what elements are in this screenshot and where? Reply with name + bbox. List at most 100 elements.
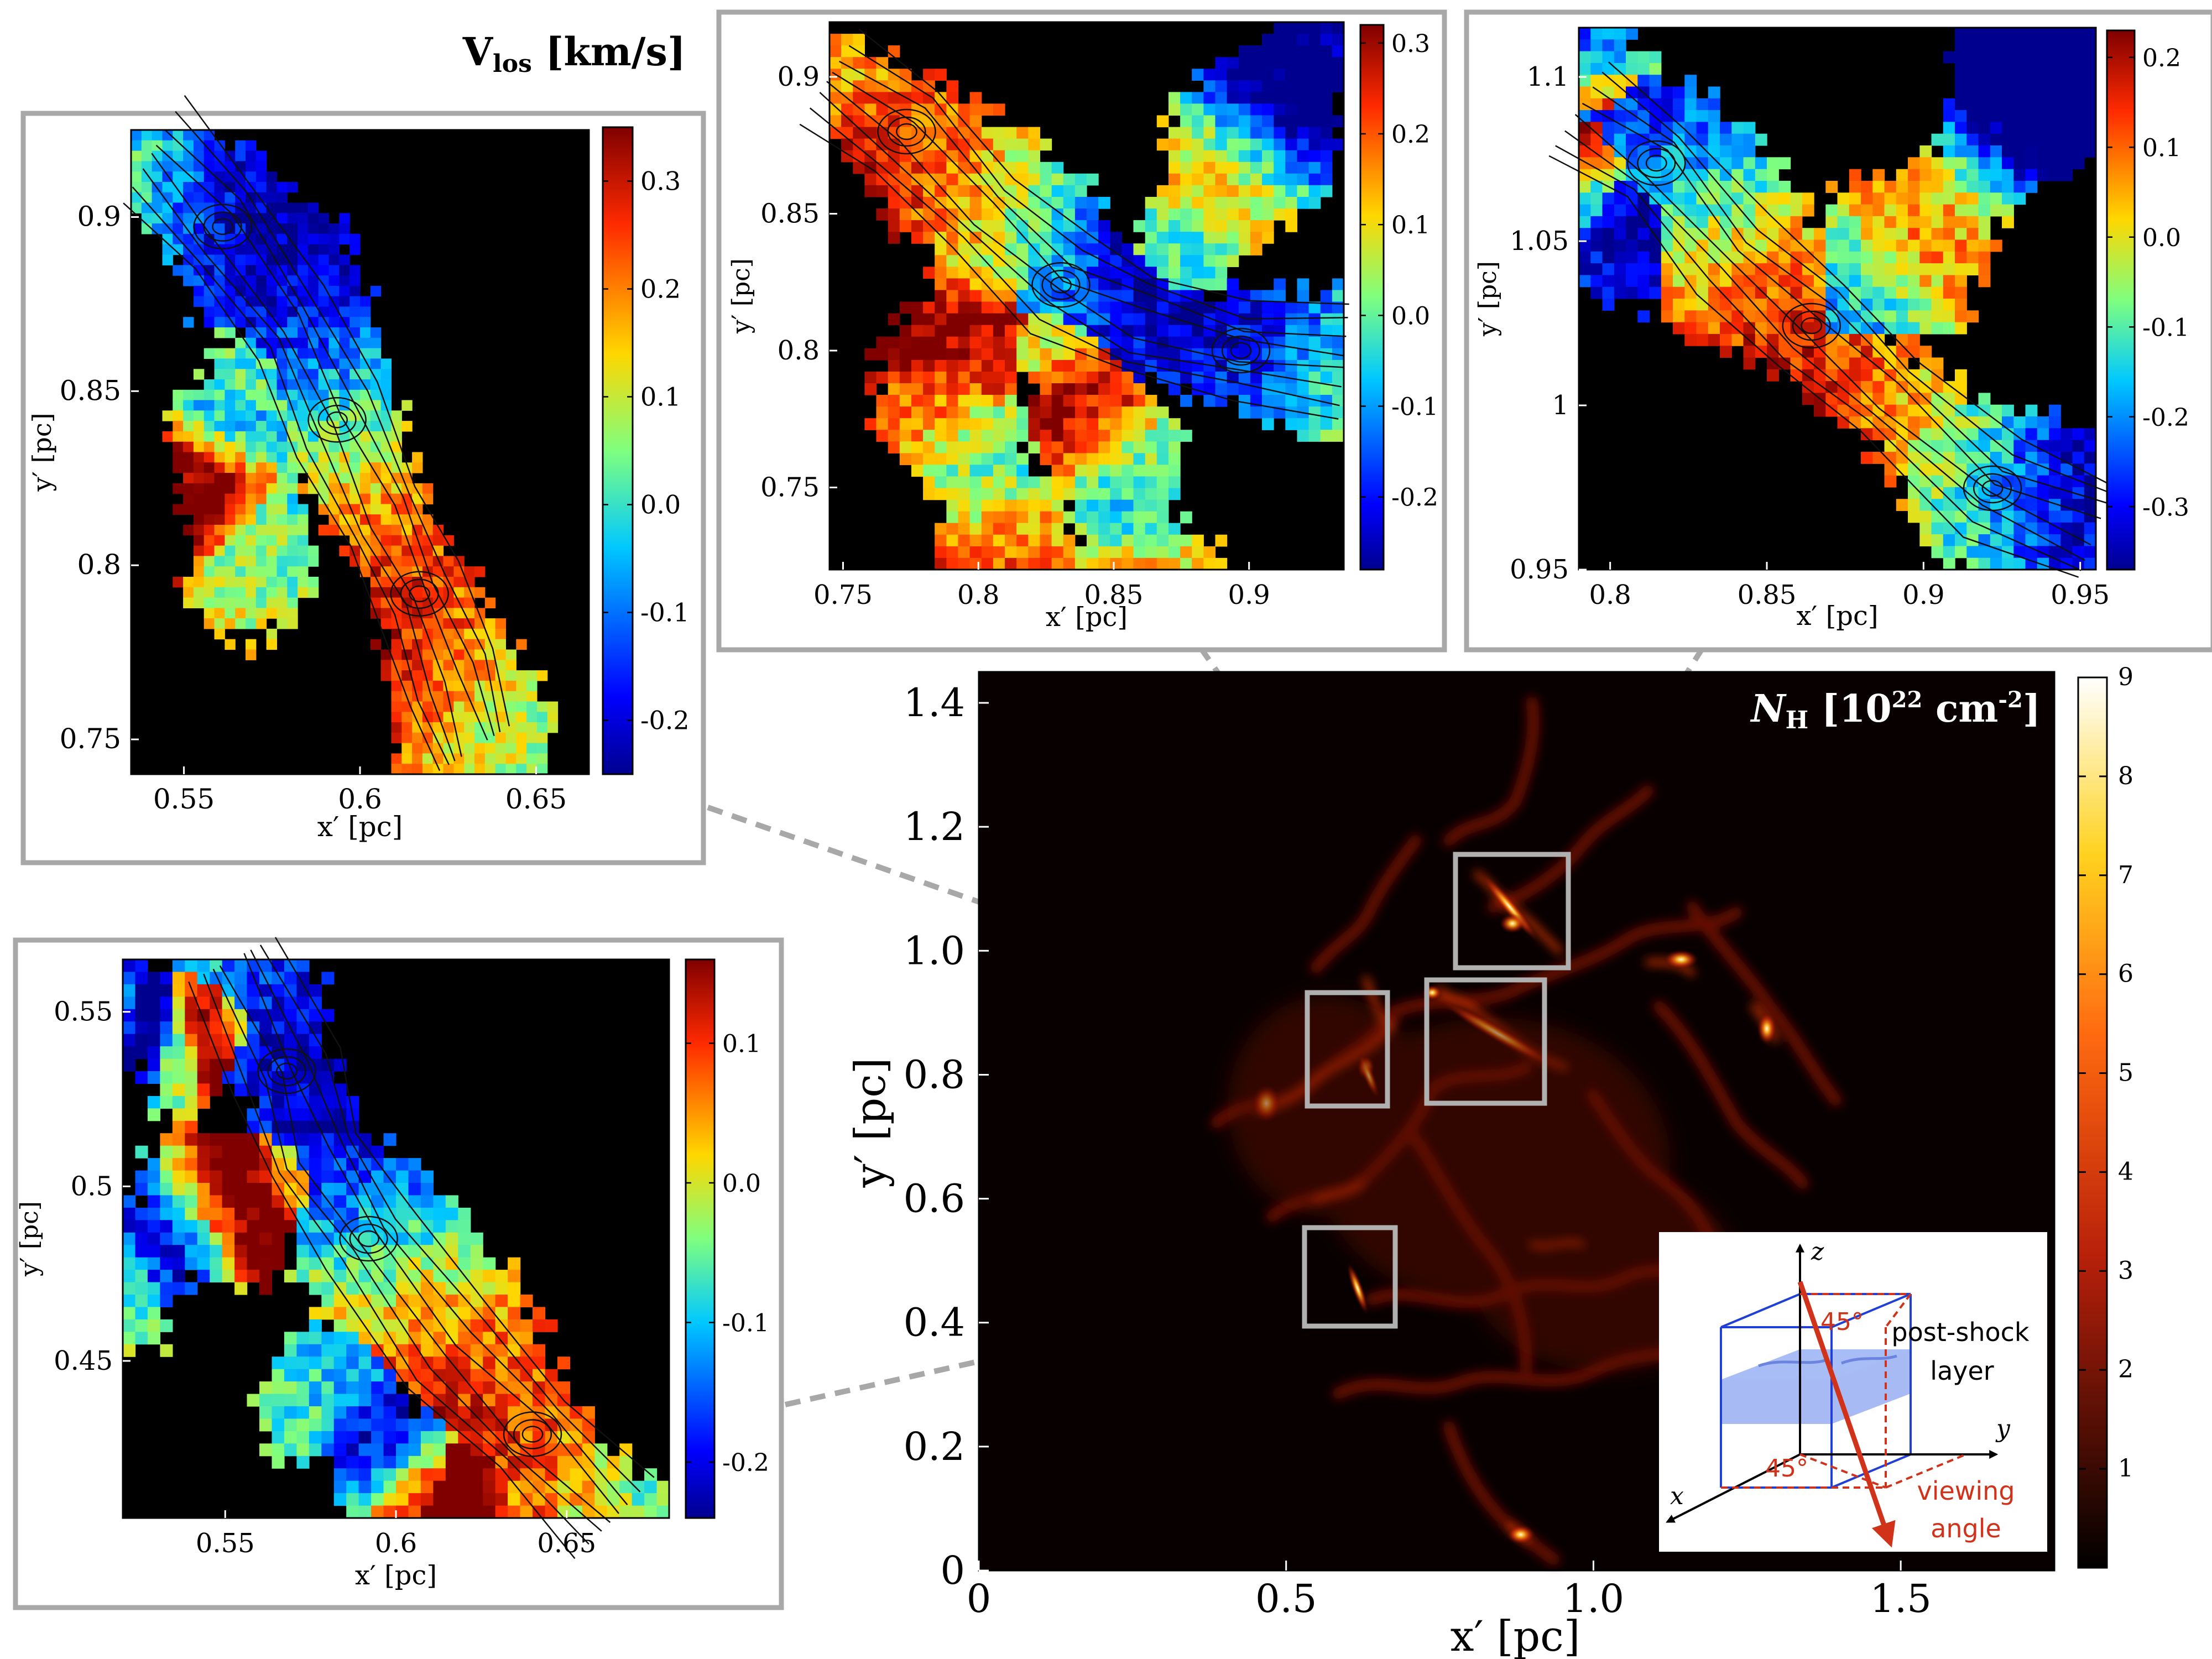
velocity-pixel bbox=[1285, 301, 1297, 314]
velocity-pixel bbox=[505, 743, 517, 754]
velocity-pixel bbox=[582, 1493, 595, 1506]
velocity-pixel bbox=[495, 1505, 508, 1519]
velocity-pixel bbox=[420, 1195, 434, 1208]
velocity-pixel bbox=[287, 358, 298, 369]
velocity-pixel bbox=[1990, 204, 2002, 217]
velocity-pixel bbox=[370, 389, 382, 401]
velocity-pixel bbox=[935, 290, 947, 302]
velocity-pixel bbox=[1731, 169, 1744, 181]
velocity-pixel bbox=[1837, 346, 1850, 358]
velocity-pixel bbox=[247, 1034, 260, 1047]
velocity-pixel bbox=[1908, 510, 1920, 523]
velocity-pixel bbox=[193, 556, 205, 567]
velocity-pixel bbox=[981, 523, 994, 535]
velocity-pixel bbox=[333, 1480, 347, 1494]
velocity-pixel bbox=[1063, 534, 1076, 547]
velocity-pixel bbox=[2025, 522, 2038, 535]
velocity-pixel bbox=[958, 336, 971, 349]
velocity-pixel bbox=[1133, 395, 1146, 407]
velocity-pixel bbox=[358, 1145, 372, 1159]
velocity-pixel bbox=[401, 722, 413, 733]
velocity-pixel bbox=[1250, 138, 1262, 151]
velocity-pixel bbox=[1755, 239, 1767, 252]
velocity-pixel bbox=[1040, 220, 1052, 232]
velocity-pixel bbox=[287, 233, 298, 245]
velocity-pixel bbox=[246, 618, 257, 629]
velocity-pixel bbox=[1156, 138, 1169, 151]
velocity-pixel bbox=[1919, 510, 1932, 523]
velocity-pixel bbox=[328, 504, 340, 515]
velocity-pixel bbox=[1778, 181, 1791, 193]
velocity-pixel bbox=[1028, 185, 1040, 197]
velocity-pixel bbox=[1028, 371, 1040, 384]
velocity-pixel bbox=[958, 127, 971, 139]
velocity-pixel bbox=[255, 545, 267, 556]
velocity-pixel bbox=[1825, 228, 1838, 241]
inset-y-axis-label: y′ [pc] bbox=[15, 1201, 44, 1277]
velocity-pixel bbox=[255, 441, 267, 453]
velocity-pixel bbox=[495, 660, 506, 671]
velocity-pixel bbox=[259, 1120, 273, 1134]
velocity-pixel bbox=[2072, 98, 2085, 111]
velocity-pixel bbox=[1005, 523, 1017, 535]
velocity-pixel bbox=[333, 1195, 347, 1208]
velocity-pixel bbox=[321, 1183, 335, 1196]
velocity-pixel bbox=[222, 1058, 235, 1072]
velocity-pixel bbox=[131, 150, 142, 161]
velocity-pixel bbox=[1110, 499, 1122, 512]
velocity-pixel bbox=[321, 972, 335, 985]
velocity-pixel bbox=[339, 525, 350, 536]
velocity-pixel bbox=[1297, 278, 1310, 291]
velocity-pixel bbox=[1133, 430, 1146, 442]
velocity-pixel bbox=[1051, 348, 1064, 361]
velocity-pixel bbox=[1896, 275, 1908, 288]
velocity-pixel bbox=[197, 1220, 210, 1233]
velocity-pixel bbox=[1320, 348, 1333, 361]
velocity-pixel bbox=[371, 1319, 384, 1332]
velocity-pixel bbox=[309, 1220, 322, 1233]
velocity-pixel bbox=[339, 545, 350, 556]
velocity-pixel bbox=[1250, 69, 1262, 81]
velocity-pixel bbox=[1005, 406, 1017, 419]
velocity-pixel bbox=[1028, 127, 1040, 139]
velocity-pixel bbox=[1966, 216, 1979, 228]
velocity-pixel bbox=[1063, 383, 1076, 395]
velocity-pixel bbox=[899, 127, 912, 139]
velocity-pixel bbox=[1896, 169, 1908, 181]
velocity-pixel bbox=[391, 525, 402, 536]
velocity-pixel bbox=[1285, 57, 1297, 69]
velocity-pixel bbox=[1145, 465, 1157, 477]
velocity-pixel bbox=[1005, 208, 1017, 221]
velocity-pixel bbox=[276, 493, 288, 505]
velocity-pixel bbox=[1156, 115, 1169, 128]
velocity-pixel bbox=[1955, 86, 1967, 99]
velocity-pixel bbox=[1731, 157, 1744, 170]
velocity-pixel bbox=[981, 430, 994, 442]
velocity-pixel bbox=[246, 327, 257, 338]
main-panel: NH [1022 cm-2] 0 0.5 1.0 1.500.20.40.60.81.… bbox=[846, 663, 2133, 1659]
velocity-pixel bbox=[412, 452, 423, 463]
velocity-pixel bbox=[1274, 325, 1286, 337]
velocity-pixel bbox=[193, 171, 205, 182]
velocity-pixel bbox=[911, 453, 924, 466]
velocity-pixel bbox=[993, 301, 1005, 314]
velocity-pixel bbox=[1028, 336, 1040, 349]
velocity-pixel bbox=[1156, 534, 1169, 547]
velocity-pixel bbox=[1849, 239, 1861, 252]
velocity-pixel bbox=[1332, 371, 1344, 384]
velocity-pixel bbox=[1297, 103, 1310, 116]
angle-guides bbox=[1721, 1293, 1966, 1489]
velocity-pixel bbox=[246, 379, 257, 390]
velocity-pixel bbox=[339, 358, 350, 369]
velocity-pixel bbox=[1931, 428, 1944, 441]
velocity-pixel bbox=[214, 493, 225, 505]
velocity-pixel bbox=[911, 465, 924, 477]
velocity-pixel bbox=[2037, 51, 2049, 64]
velocity-pixel bbox=[1919, 145, 1932, 158]
velocity-pixel bbox=[1990, 86, 2002, 99]
velocity-pixel bbox=[370, 493, 382, 505]
inset-colorbar bbox=[1359, 24, 1385, 571]
velocity-pixel bbox=[923, 161, 935, 174]
velocity-pixel bbox=[266, 483, 277, 494]
velocity-pixel bbox=[1238, 197, 1251, 209]
